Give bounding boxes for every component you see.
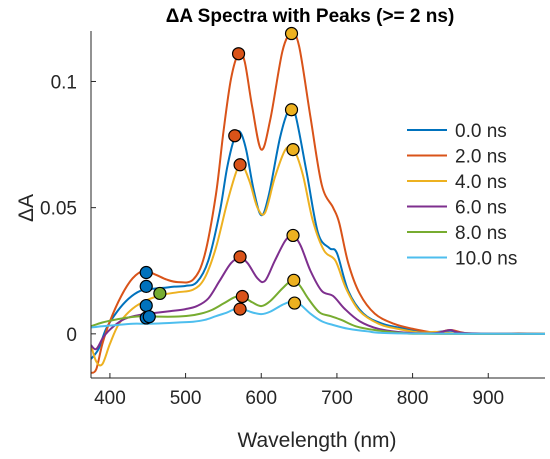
peak-markers xyxy=(139,26,302,325)
legend-item: 8.0 ns xyxy=(407,223,507,244)
legend-label: 2.0 ns xyxy=(455,147,507,168)
peak-marker xyxy=(233,250,247,264)
peak-marker xyxy=(142,310,156,324)
legend-label: 10.0 ns xyxy=(455,249,517,270)
axes: 400 500 600 700 800 900 0 0.05 0.1 xyxy=(40,31,545,409)
y-tick-label: 0.05 xyxy=(40,199,77,220)
x-tick-label: 900 xyxy=(472,388,504,409)
legend-label: 0.0 ns xyxy=(455,121,507,142)
chart-title: ΔA Spectra with Peaks (>= 2 ns) xyxy=(166,6,455,27)
peak-marker xyxy=(139,298,153,313)
peak-marker xyxy=(287,273,301,287)
peak-marker xyxy=(139,265,153,280)
peak-marker xyxy=(233,302,247,316)
legend: 0.0 ns 2.0 ns 4.0 ns 6.0 ns 8.0 ns 10.0 ns xyxy=(407,121,517,270)
peak-marker xyxy=(231,47,246,61)
series-line-10-0-ns xyxy=(91,300,545,335)
y-axis-title: ΔA xyxy=(15,194,38,222)
peak-marker xyxy=(286,143,300,157)
legend-label: 6.0 ns xyxy=(455,198,507,219)
legend-label: 4.0 ns xyxy=(455,172,507,193)
y-tick-label: 0.1 xyxy=(51,72,77,93)
legend-label: 8.0 ns xyxy=(455,223,507,244)
y-tick-label: 0 xyxy=(66,325,77,346)
plot-area xyxy=(91,26,545,374)
peak-marker xyxy=(139,279,153,293)
x-tick-label: 800 xyxy=(397,388,429,409)
peak-marker xyxy=(284,26,299,41)
peak-marker xyxy=(287,296,302,310)
x-tick-label: 700 xyxy=(321,388,353,409)
legend-item: 4.0 ns xyxy=(407,172,507,193)
peak-marker xyxy=(233,158,247,172)
legend-item: 2.0 ns xyxy=(407,147,507,168)
peak-marker xyxy=(153,286,167,301)
x-tick-label: 500 xyxy=(170,388,202,409)
peak-marker xyxy=(286,228,300,243)
x-axis-title: Wavelength (nm) xyxy=(237,429,396,452)
peak-marker xyxy=(228,129,242,143)
x-tick-label: 600 xyxy=(245,388,277,409)
legend-item: 10.0 ns xyxy=(407,249,517,270)
legend-item: 0.0 ns xyxy=(407,121,507,142)
peak-marker xyxy=(235,289,249,304)
peak-marker xyxy=(284,103,299,117)
x-tick-label: 400 xyxy=(94,388,126,409)
legend-item: 6.0 ns xyxy=(407,198,507,219)
